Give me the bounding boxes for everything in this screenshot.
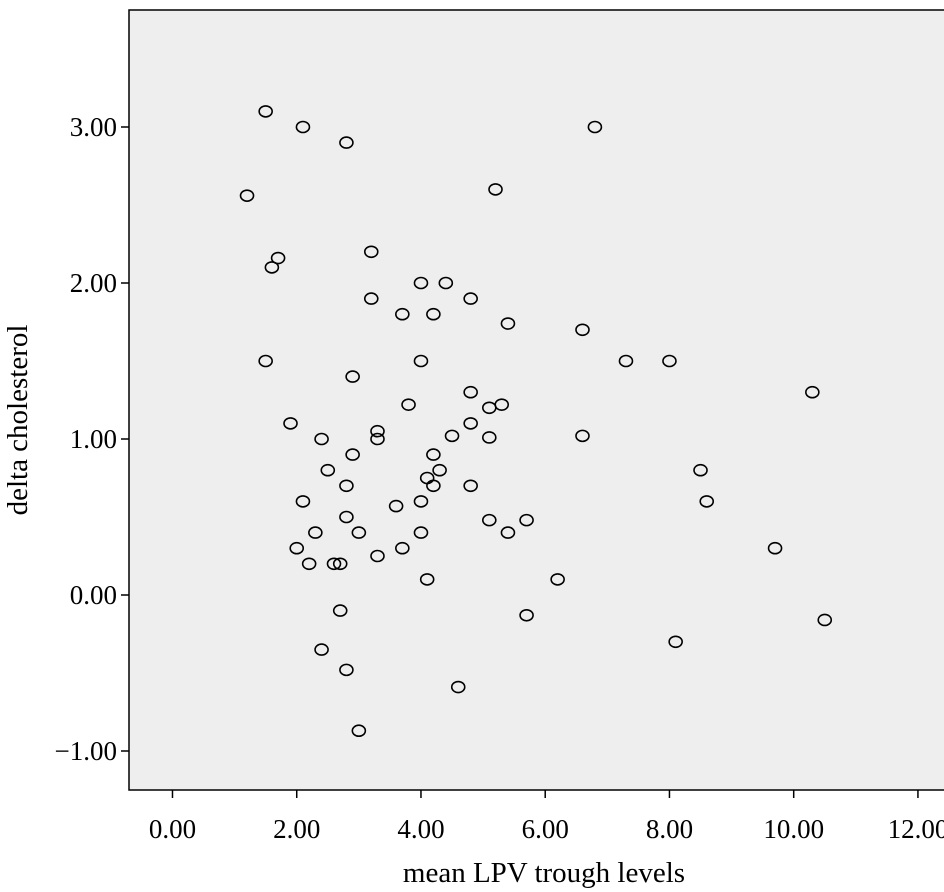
- data-point: [345, 448, 360, 461]
- y-tick-label: 3.00: [70, 112, 117, 142]
- x-tick-label: 4.00: [397, 814, 444, 844]
- data-point: [444, 429, 460, 443]
- plot-area: [128, 9, 944, 791]
- x-tick-label: 8.00: [646, 814, 693, 844]
- data-point: [401, 398, 416, 411]
- data-point: [413, 354, 429, 368]
- data-point: [320, 463, 336, 477]
- data-point: [494, 398, 510, 411]
- data-point: [413, 276, 429, 290]
- data-point: [668, 635, 683, 649]
- x-tick-label: 2.00: [273, 814, 320, 844]
- data-point: [370, 424, 385, 438]
- data-point: [339, 510, 354, 524]
- data-point: [258, 105, 273, 118]
- data-points: [239, 105, 833, 738]
- data-point: [289, 541, 305, 555]
- data-point: [351, 724, 367, 738]
- data-point: [426, 307, 441, 321]
- data-point: [500, 317, 516, 330]
- data-point: [339, 479, 354, 493]
- data-point: [817, 613, 833, 627]
- data-point: [395, 307, 410, 321]
- y-tick-label: 2.00: [70, 268, 117, 298]
- data-point: [264, 261, 280, 274]
- data-point: [332, 604, 348, 617]
- data-point: [314, 432, 329, 446]
- data-point: [283, 417, 298, 430]
- data-point: [699, 495, 715, 508]
- data-point: [482, 513, 497, 527]
- data-point: [295, 495, 311, 508]
- data-point: [370, 549, 385, 563]
- data-point: [519, 513, 534, 527]
- data-point: [482, 431, 497, 444]
- data-point: [270, 251, 286, 265]
- data-point: [351, 526, 367, 539]
- data-point: [339, 136, 354, 149]
- data-point: [388, 499, 404, 513]
- x-axis-label: mean LPV trough levels: [403, 857, 685, 889]
- data-point: [463, 479, 478, 493]
- data-point: [463, 417, 478, 430]
- x-axis-ticks: 0.00 2.00 4.00 6.00 8.00 10.00 12.00: [149, 790, 944, 844]
- data-point: [575, 429, 590, 443]
- data-point: [693, 463, 708, 477]
- data-point: [500, 526, 516, 539]
- data-point: [426, 448, 441, 461]
- data-point: [488, 183, 503, 196]
- data-point: [662, 354, 677, 368]
- y-axis-ticks: −1.00 0.00 1.00 2.00 3.00: [55, 112, 129, 766]
- data-point: [363, 245, 379, 259]
- data-point: [519, 608, 534, 622]
- y-tick-label: 1.00: [70, 424, 117, 454]
- data-point: [550, 573, 565, 586]
- data-point: [450, 680, 466, 694]
- data-point: [295, 120, 311, 134]
- data-point: [345, 370, 360, 383]
- data-point: [432, 463, 447, 477]
- data-point: [438, 276, 454, 290]
- data-point: [587, 120, 603, 134]
- y-tick-label: −1.00: [55, 736, 117, 766]
- data-point: [618, 354, 634, 368]
- data-point: [413, 526, 429, 539]
- x-tick-label: 12.00: [888, 814, 944, 844]
- x-tick-label: 0.00: [149, 814, 196, 844]
- data-point: [463, 292, 478, 305]
- data-point: [370, 432, 385, 446]
- y-axis-label: delta cholesterol: [2, 325, 34, 516]
- data-point: [395, 541, 410, 555]
- x-tick-label: 10.00: [763, 814, 824, 844]
- data-point: [258, 354, 273, 368]
- data-point: [332, 557, 348, 571]
- data-point: [767, 541, 783, 555]
- data-point: [308, 526, 323, 539]
- data-point: [805, 385, 820, 399]
- data-point: [363, 292, 379, 305]
- data-point: [463, 385, 478, 399]
- data-point: [326, 557, 342, 571]
- data-point: [314, 643, 329, 656]
- y-tick-label: 0.00: [70, 580, 117, 610]
- x-tick-label: 6.00: [522, 814, 569, 844]
- data-point: [575, 323, 590, 337]
- data-point: [426, 479, 441, 493]
- data-point: [339, 663, 354, 677]
- data-point: [419, 573, 435, 586]
- data-point: [301, 557, 317, 571]
- data-point: [413, 495, 429, 508]
- data-point: [239, 189, 255, 202]
